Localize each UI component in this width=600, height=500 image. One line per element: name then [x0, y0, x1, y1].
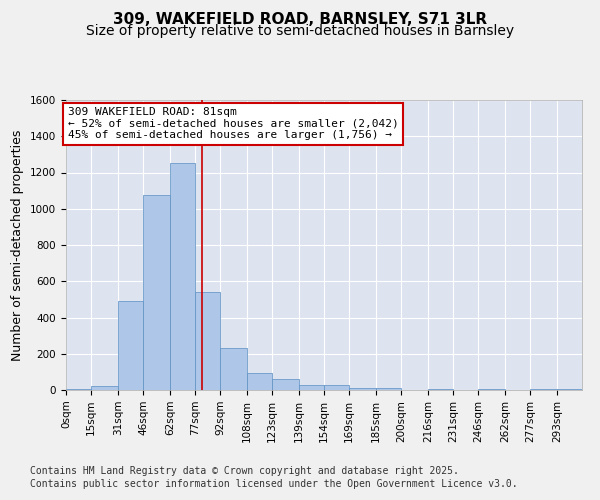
Text: Contains public sector information licensed under the Open Government Licence v3: Contains public sector information licen… [30, 479, 518, 489]
Text: Contains HM Land Registry data © Crown copyright and database right 2025.: Contains HM Land Registry data © Crown c… [30, 466, 459, 476]
Bar [220, 348, 247, 390]
Bar [299, 384, 324, 390]
Text: 309, WAKEFIELD ROAD, BARNSLEY, S71 3LR: 309, WAKEFIELD ROAD, BARNSLEY, S71 3LR [113, 12, 487, 28]
Bar [91, 386, 118, 390]
Text: Size of property relative to semi-detached houses in Barnsley: Size of property relative to semi-detach… [86, 24, 514, 38]
Bar [272, 379, 299, 390]
Bar [247, 373, 272, 390]
Bar [170, 164, 195, 390]
Bar [478, 389, 505, 390]
Bar [376, 388, 401, 390]
Bar [195, 292, 220, 390]
Text: 309 WAKEFIELD ROAD: 81sqm
← 52% of semi-detached houses are smaller (2,042)
45% : 309 WAKEFIELD ROAD: 81sqm ← 52% of semi-… [68, 108, 398, 140]
Bar [118, 301, 143, 390]
Y-axis label: Number of semi-detached properties: Number of semi-detached properties [11, 130, 25, 360]
Bar [143, 195, 170, 390]
Bar [324, 386, 349, 390]
Bar [349, 388, 376, 390]
Bar [428, 389, 453, 390]
Bar [66, 389, 91, 390]
Bar [530, 389, 557, 390]
Bar [557, 389, 582, 390]
